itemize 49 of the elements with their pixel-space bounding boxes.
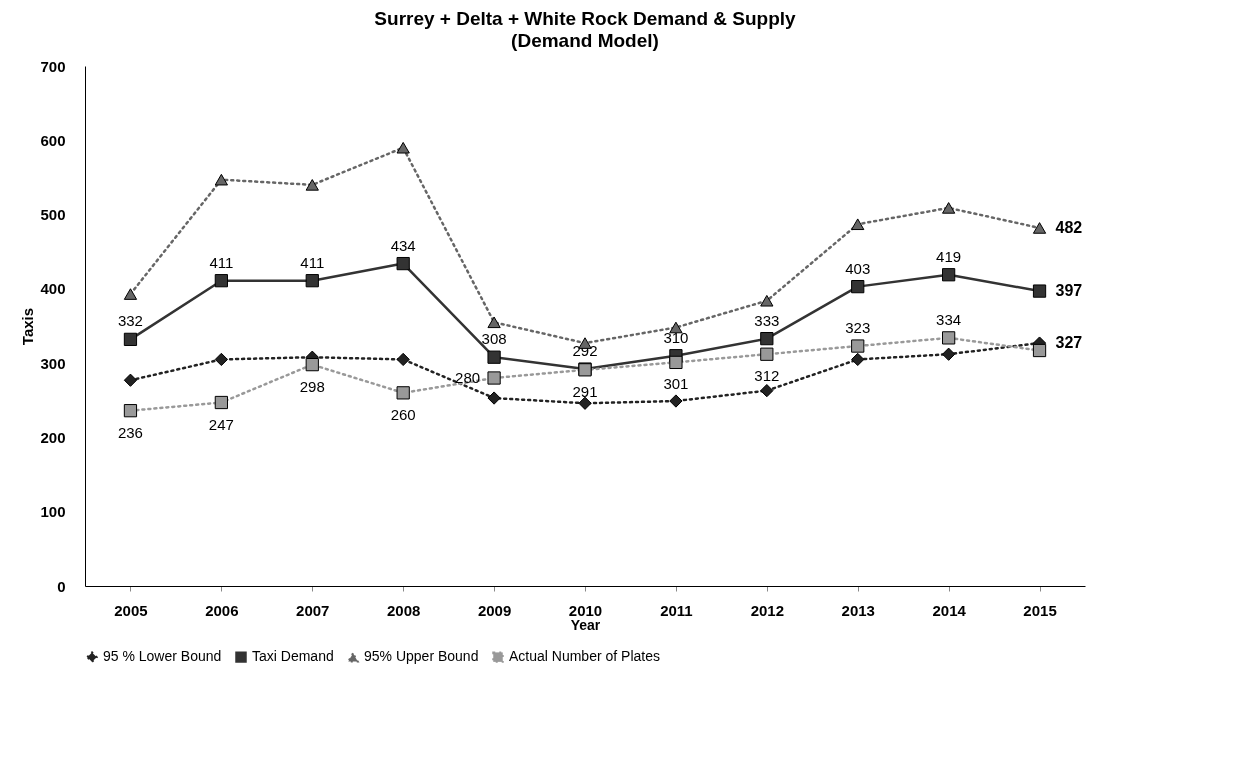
data-label: 411 — [300, 253, 325, 271]
y-tick-label: 200 — [40, 428, 66, 446]
legend-label: 95 % Lower Bound — [103, 648, 222, 665]
data-label: 323 — [845, 319, 871, 337]
data-label: 298 — [299, 377, 325, 395]
data-label: 291 — [572, 382, 598, 400]
data-label: 434 — [390, 236, 416, 254]
data-label: 236 — [117, 423, 143, 441]
data-label: 308 — [481, 330, 507, 348]
data-label: 301 — [663, 375, 689, 393]
x-tick-label: 2010 — [568, 601, 603, 619]
data-label: 482 — [1055, 218, 1083, 236]
data-label: 260 — [390, 405, 416, 423]
y-tick-label: 0 — [57, 577, 66, 595]
x-tick-label: 2006 — [205, 601, 239, 619]
y-tick-label: 100 — [40, 503, 66, 521]
y-tick-label: 300 — [40, 354, 66, 372]
y-tick-label: 600 — [40, 131, 66, 149]
x-tick-label: 2008 — [386, 601, 421, 619]
data-label: 333 — [754, 311, 780, 329]
x-tick-label: 2015 — [1023, 601, 1057, 619]
data-label: 334 — [936, 310, 962, 328]
x-tick-label: 2011 — [660, 601, 693, 619]
y-tick-label: 700 — [40, 57, 66, 75]
legend-label: Actual Number of Plates — [509, 648, 660, 665]
legend-label: Taxi Demand — [252, 648, 334, 665]
data-label: 312 — [754, 367, 780, 385]
data-label: 411 — [209, 253, 234, 271]
chart-title: Surrey + Delta + White Rock Demand & Supply — [374, 8, 797, 29]
y-tick-label: 400 — [40, 280, 66, 298]
x-tick-label: 2005 — [114, 601, 148, 619]
x-tick-label: 2007 — [296, 601, 330, 619]
legend-label: 95% Upper Bound — [364, 648, 479, 665]
x-tick-label: 2009 — [477, 601, 512, 619]
data-label: 403 — [845, 259, 871, 277]
y-axis-title: Taxis — [19, 307, 37, 346]
data-label: 280 — [455, 369, 481, 386]
x-tick-label: 2013 — [841, 601, 875, 619]
chart-subtitle: (Demand Model) — [511, 30, 659, 51]
x-tick-label: 2012 — [750, 601, 785, 619]
y-tick-label: 500 — [40, 206, 66, 224]
x-axis-title: Year — [570, 616, 601, 633]
data-label: 332 — [117, 312, 143, 330]
data-label: 419 — [936, 247, 962, 265]
data-label: 397 — [1055, 282, 1083, 300]
x-tick-label: 2014 — [932, 601, 967, 619]
data-label: 310 — [663, 328, 689, 346]
data-label: 247 — [208, 415, 234, 433]
data-label: 327 — [1055, 334, 1083, 352]
